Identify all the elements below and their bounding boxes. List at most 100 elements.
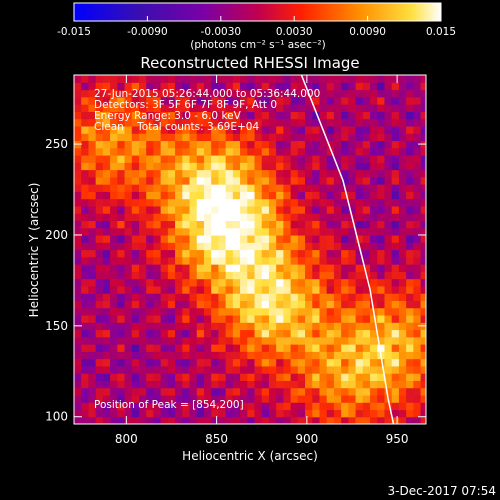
heatmap-cell <box>391 249 400 258</box>
heatmap-cell <box>312 147 321 156</box>
heatmap-cell <box>297 314 306 323</box>
heatmap-cell <box>110 293 118 301</box>
heatmap-cell <box>384 242 393 251</box>
heatmap-cell <box>102 82 111 91</box>
heatmap-cell <box>319 96 328 105</box>
heatmap-cell <box>413 227 422 236</box>
heatmap-cell <box>420 234 426 243</box>
heatmap-cell <box>391 242 400 251</box>
heatmap-cell <box>406 242 414 251</box>
heatmap-cell <box>348 314 357 323</box>
heatmap-cell <box>95 227 104 236</box>
heatmap-cell <box>413 104 422 112</box>
heatmap-cell <box>384 169 393 178</box>
heatmap-cell <box>182 351 191 360</box>
heatmap-cell <box>326 307 335 316</box>
heatmap-cell <box>182 198 191 207</box>
heatmap-cell <box>146 344 155 352</box>
heatmap-cell <box>153 300 162 309</box>
heatmap-cell <box>146 278 155 287</box>
heatmap-cell <box>175 416 183 424</box>
heatmap-cell <box>211 387 220 396</box>
heatmap-cell <box>232 394 241 403</box>
heatmap-cell <box>413 322 422 331</box>
heatmap-cell <box>341 264 349 272</box>
heatmap-cell <box>312 365 321 374</box>
heatmap-cell <box>74 75 82 83</box>
heatmap-cell <box>398 140 407 149</box>
heatmap-cell <box>305 242 313 251</box>
heatmap-cell <box>305 147 313 156</box>
heatmap-cell <box>348 271 357 280</box>
heatmap-cell <box>254 205 263 214</box>
heatmap-cell <box>420 402 426 411</box>
heatmap-cell <box>225 205 234 214</box>
heatmap-cell <box>240 111 248 120</box>
heatmap-cell <box>167 140 176 149</box>
heatmap-cell <box>283 184 292 192</box>
heatmap-cell <box>124 154 133 163</box>
heatmap-cell <box>131 133 140 142</box>
heatmap-cell <box>211 184 220 192</box>
heatmap-cell <box>254 118 263 127</box>
heatmap-cell <box>240 184 248 192</box>
heatmap-cell <box>305 140 313 149</box>
heatmap-cell <box>74 285 82 294</box>
heatmap-cell <box>218 234 227 243</box>
heatmap-cell <box>232 118 241 127</box>
heatmap-cell <box>398 169 407 178</box>
heatmap-cell <box>276 118 284 127</box>
heatmap-cell <box>420 271 426 280</box>
heatmap-cell <box>175 169 183 178</box>
heatmap-cell <box>167 409 176 418</box>
heatmap-cell <box>138 191 147 200</box>
heatmap-cell <box>203 402 212 411</box>
heatmap-cell <box>398 344 407 352</box>
heatmap-cell <box>333 256 342 265</box>
heatmap-cell <box>341 307 349 316</box>
heatmap-cell <box>391 89 400 98</box>
heatmap-cell <box>370 96 378 105</box>
heatmap-cell <box>189 104 198 112</box>
heatmap-cell <box>413 198 422 207</box>
heatmap-cell <box>319 184 328 192</box>
heatmap-cell <box>268 154 277 163</box>
heatmap-cell <box>348 104 357 112</box>
heatmap-cell <box>247 358 256 367</box>
heatmap-cell <box>95 191 104 200</box>
colorbar-tick-label: -0.0090 <box>127 26 168 38</box>
heatmap-cell <box>290 365 299 374</box>
heatmap-cell <box>240 329 248 338</box>
heatmap-cell <box>81 300 90 309</box>
heatmap-cell <box>290 387 299 396</box>
heatmap-cell <box>333 104 342 112</box>
heatmap-cell <box>261 256 270 265</box>
heatmap-cell <box>81 213 90 222</box>
heatmap-cell <box>370 380 378 389</box>
heatmap-cell <box>88 104 97 112</box>
heatmap-cell <box>124 75 133 83</box>
heatmap-cell <box>297 169 306 178</box>
heatmap-cell <box>240 133 248 142</box>
heatmap-cell <box>261 409 270 418</box>
heatmap-cell <box>283 264 292 272</box>
heatmap-cell <box>326 358 335 367</box>
heatmap-cell <box>326 227 335 236</box>
heatmap-cell <box>182 271 191 280</box>
heatmap-cell <box>117 162 126 171</box>
heatmap-cell <box>283 154 292 163</box>
heatmap-cell <box>153 75 162 83</box>
heatmap-cell <box>131 373 140 381</box>
heatmap-cell <box>102 169 111 178</box>
heatmap-cell <box>384 220 393 229</box>
heatmap-cell <box>81 96 90 105</box>
heatmap-cell <box>211 111 220 120</box>
heatmap-cell <box>225 336 234 345</box>
y-tick-label: 150 <box>45 319 68 333</box>
heatmap-cell <box>326 314 335 323</box>
heatmap-cell <box>218 314 227 323</box>
heatmap-cell <box>218 140 227 149</box>
heatmap-cell <box>117 322 126 331</box>
heatmap-cell <box>362 162 371 171</box>
heatmap-cell <box>146 234 155 243</box>
